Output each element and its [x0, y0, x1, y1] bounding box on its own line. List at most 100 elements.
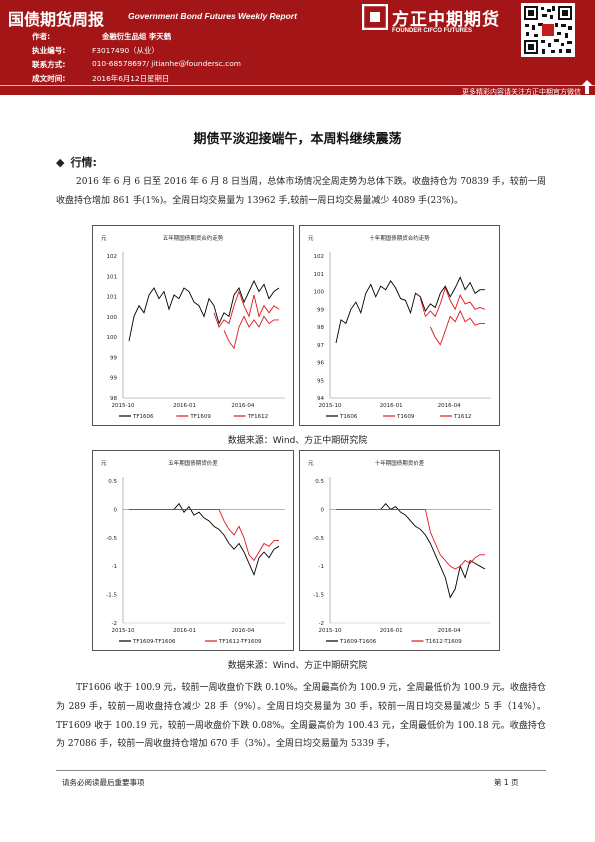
- y-tick-label: 0: [114, 507, 118, 513]
- series-line-tf1612: [223, 315, 279, 350]
- y-tick-label: 100: [107, 335, 118, 341]
- legend-label: T1609-T1606: [339, 639, 377, 645]
- series-line-tf1609: [213, 290, 280, 328]
- report-title-cn: 国债期货周报: [8, 10, 105, 29]
- x-tick-label: 2016-01: [380, 628, 403, 634]
- wechat-qr-code: [521, 3, 575, 57]
- report-header: 国债期货周报 Government Bond Futures Weekly Re…: [0, 0, 595, 96]
- x-tick-label: 2015-10: [112, 628, 135, 634]
- legend-label: TF1606: [132, 414, 154, 420]
- footer-divider: [56, 770, 546, 771]
- y-tick-label: 99: [317, 307, 324, 313]
- y-tick-label: 100: [107, 315, 118, 321]
- contact-label: 联系方式:: [32, 60, 66, 69]
- y-tick-label: 98: [317, 325, 324, 331]
- legend-label: TF1612-TF1609: [218, 639, 262, 645]
- chart-source-2: 数据来源：Wind、方正中期研究院: [227, 661, 368, 671]
- x-tick-label: 2016-01: [380, 403, 403, 409]
- series-line-t1612-t1609: [336, 508, 485, 570]
- footer-disclaimer: 请务必阅读最后重要事项: [62, 778, 145, 787]
- market-summary-text: 2016 年 6 月 6 日至 2016 年 6 月 8 日当周，总体市场情况全…: [56, 177, 546, 206]
- y-tick-label: 98: [110, 396, 117, 402]
- footer-page-number: 第 1 页: [494, 778, 519, 787]
- license-row: 执业编号: F3017490（从业）: [32, 45, 241, 59]
- y-tick-label: 101: [107, 274, 118, 280]
- y-tick-label: -0.5: [313, 536, 324, 542]
- chart-five-year-spread: 五年期国债期货价差 元 0.5 0 -0.5 -1 -1.5 -2 2015-10 2016-01…: [92, 450, 294, 651]
- series-line-tf1609-tf1606: [173, 502, 280, 577]
- section-heading-text: 行情:: [70, 156, 97, 169]
- y-unit-label: 元: [101, 460, 107, 467]
- y-tick-label: 0.5: [315, 479, 324, 485]
- date-row: 成文时间: 2016年6月12日星期日: [32, 73, 241, 87]
- y-tick-label: 102: [107, 254, 118, 260]
- y-tick-label: 102: [314, 254, 325, 260]
- y-tick-label: -2: [319, 621, 324, 627]
- legend-label: T1612-T1609: [425, 639, 463, 645]
- legend-label: TF1609: [189, 414, 211, 420]
- y-tick-label: -1.5: [313, 593, 324, 599]
- x-tick-label: 2016-04: [231, 628, 254, 634]
- author-row: 作者: 金融衍生品组 李天鹤: [32, 31, 241, 45]
- follow-wechat-text: 更多精彩内容请关注方正中期官方微信: [462, 88, 581, 96]
- x-tick-label: 2015-10: [319, 403, 342, 409]
- series-line-t1609-t1606: [380, 503, 486, 599]
- contact-value[interactable]: 010-68578697/ jitianhe@foundersc.com: [92, 59, 241, 68]
- series-line-tf1606: [128, 279, 280, 342]
- section-heading: ◆ 行情:: [56, 154, 97, 170]
- logo-text-cn: 方正中期期货: [392, 10, 500, 30]
- series-line-t1606: [335, 276, 485, 344]
- chart-five-year-prices: 五年期国债期货合约走势 元 102 101 101 100 100 99 99 98 2015-10…: [92, 225, 294, 426]
- chart-title: 五年期国债期货合约走势: [163, 234, 224, 242]
- y-tick-label: 101: [314, 272, 325, 278]
- y-unit-label: 元: [308, 460, 314, 467]
- x-tick-label: 2015-10: [319, 628, 342, 634]
- x-tick-label: 2016-04: [231, 403, 254, 409]
- chart-source-1: 数据来源：Wind、方正中期研究院: [227, 436, 368, 446]
- legend-label: TF1609-TF1606: [132, 639, 176, 645]
- chart-ten-year-spread: 十年期国债期货价差 元 0.5 0 -0.5 -1 -1.5 -2 2015-10 2016-01…: [299, 450, 500, 651]
- legend-label: T1612: [453, 414, 471, 420]
- date-label: 成文时间:: [32, 74, 66, 83]
- chart-ten-year-prices-svg: 十年期国债期货合约走势 元 102 101 100 99 98 97 96 95 942015-10…: [308, 234, 491, 420]
- diamond-bullet-icon: ◆: [56, 155, 65, 169]
- author-value: 金融衍生品组 李天鹤: [102, 32, 172, 41]
- qr-code-icon: [521, 3, 575, 57]
- chart-title: 十年期国债期货价差: [375, 459, 425, 467]
- contract-detail-text: TF1606 收于 100.9 元，较前一周收盘价下跌 0.10%。全周最高价为…: [56, 683, 546, 750]
- chart-five-year-prices-svg: 五年期国债期货合约走势 元 102 101 101 100 100 99 99 982015-10…: [101, 234, 285, 420]
- y-tick-label: 97: [317, 343, 324, 349]
- y-tick-label: -1: [319, 564, 324, 570]
- y-unit-label: 元: [308, 235, 314, 242]
- x-tick-label: 2016-01: [173, 628, 196, 634]
- y-tick-label: 94: [317, 396, 324, 402]
- legend-label: T1609: [396, 414, 415, 420]
- y-unit-label: 元: [101, 235, 107, 242]
- y-tick-label: -2: [112, 621, 117, 627]
- license-value: F3017490（从业）: [92, 46, 159, 55]
- company-logo: 方正中期期货 FOUNDER CIFCO FUTURES: [362, 4, 512, 44]
- y-tick-label: 95: [317, 378, 324, 384]
- legend-label: TF1612: [247, 414, 269, 420]
- y-tick-label: -1.5: [106, 593, 117, 599]
- author-label: 作者:: [32, 32, 51, 41]
- contact-row: 联系方式: 010-68578697/ jitianhe@foundersc.c…: [32, 59, 241, 73]
- chart-title: 五年期国债期货价差: [168, 459, 218, 467]
- y-tick-label: -1: [112, 564, 117, 570]
- y-tick-label: 0.5: [108, 479, 117, 485]
- logo-mark-icon: [362, 4, 388, 30]
- series-line-t1612: [429, 309, 485, 346]
- x-tick-label: 2016-04: [438, 628, 461, 634]
- y-tick-label: 101: [107, 295, 118, 301]
- y-tick-label: 0: [321, 507, 325, 513]
- logo-text-en: FOUNDER CIFCO FUTURES: [392, 28, 472, 34]
- report-title-en: Government Bond Futures Weekly Report: [128, 11, 297, 21]
- arrow-up-icon[interactable]: [581, 80, 593, 94]
- date-value: 2016年6月12日星期日: [92, 74, 170, 83]
- legend-label: T1606: [339, 414, 358, 420]
- header-divider: [0, 85, 595, 86]
- x-tick-label: 2016-04: [438, 403, 461, 409]
- doc-title: 期债平淡迎接端午，本周料继续震荡: [193, 132, 402, 147]
- x-tick-label: 2015-10: [112, 403, 135, 409]
